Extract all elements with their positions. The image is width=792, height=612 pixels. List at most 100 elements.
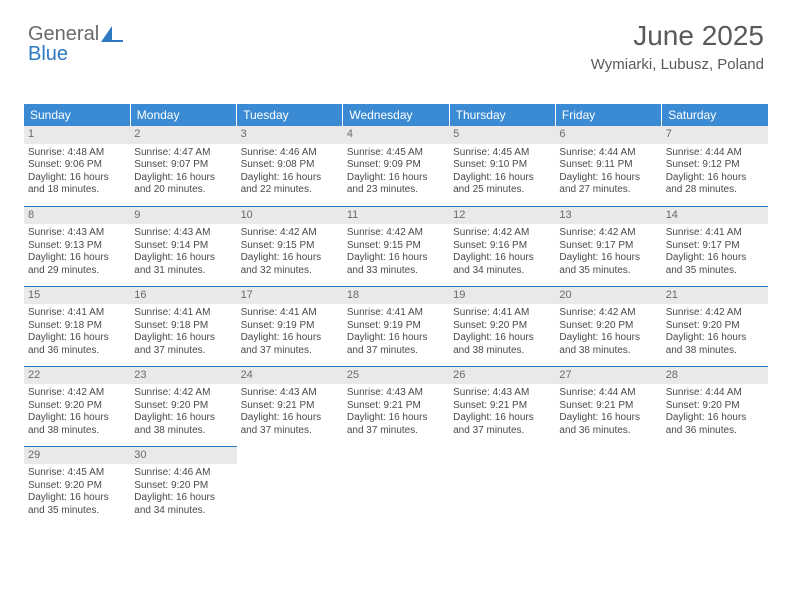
daylight-line: Daylight: 16 hours and 37 minutes. [241,332,339,357]
page-header: June 2025 Wymiarki, Lubusz, Poland [591,20,764,73]
day-number: 13 [555,207,661,225]
sunrise-line: Sunrise: 4:46 AM [134,467,232,480]
daylight-line: Daylight: 16 hours and 38 minutes. [28,412,126,437]
brand-logo: General Blue [28,24,123,64]
day-number: 15 [24,287,130,305]
logo-sail-icon [101,26,123,42]
sunrise-line: Sunrise: 4:47 AM [134,147,232,160]
day-number: 28 [662,367,768,385]
day-number: 30 [130,447,236,465]
daylight-line: Daylight: 16 hours and 37 minutes. [241,412,339,437]
sunset-line: Sunset: 9:12 PM [666,159,764,172]
day-cell: 24Sunrise: 4:43 AMSunset: 9:21 PMDayligh… [237,366,343,446]
day-cell: 27Sunrise: 4:44 AMSunset: 9:21 PMDayligh… [555,366,661,446]
day-cell: 17Sunrise: 4:41 AMSunset: 9:19 PMDayligh… [237,286,343,366]
daylight-line: Daylight: 16 hours and 35 minutes. [28,492,126,517]
sunset-line: Sunset: 9:13 PM [28,240,126,253]
day-cell: 7Sunrise: 4:44 AMSunset: 9:12 PMDaylight… [662,126,768,206]
daylight-line: Daylight: 16 hours and 37 minutes. [134,332,232,357]
day-details: Sunrise: 4:41 AMSunset: 9:20 PMDaylight:… [449,306,555,361]
day-cell: 10Sunrise: 4:42 AMSunset: 9:15 PMDayligh… [237,206,343,286]
day-cell: 6 Sunrise: 4:44 AMSunset: 9:11 PMDaylight… [555,126,661,206]
daylight-line: Daylight: 16 hours and 38 minutes. [453,332,551,357]
sunrise-line: Sunrise: 4:48 AM [28,147,126,160]
sunrise-line: Sunrise: 4:41 AM [28,307,126,320]
day-cell: 2Sunrise: 4:47 AMSunset: 9:07 PMDaylight… [130,126,236,206]
day-number: 29 [24,447,130,465]
sunset-line: Sunset: 9:17 PM [666,240,764,253]
day-number: 6 [555,126,661,144]
daylight-line: Daylight: 16 hours and 29 minutes. [28,252,126,277]
sunset-line: Sunset: 9:20 PM [666,400,764,413]
day-details: Sunrise: 4:43 AMSunset: 9:13 PMDaylight:… [24,226,130,281]
sunrise-line: Sunrise: 4:44 AM [666,147,764,160]
day-header: Monday [130,104,236,126]
daylight-line: Daylight: 16 hours and 31 minutes. [134,252,232,277]
sunrise-line: Sunrise: 4:42 AM [347,227,445,240]
daylight-line: Daylight: 16 hours and 28 minutes. [666,172,764,197]
day-cell [555,446,661,526]
day-details: Sunrise: 4:41 AMSunset: 9:19 PMDaylight:… [237,306,343,361]
daylight-line: Daylight: 16 hours and 20 minutes. [134,172,232,197]
day-number: 4 [343,126,449,144]
sunrise-line: Sunrise: 4:41 AM [241,307,339,320]
sunset-line: Sunset: 9:11 PM [559,159,657,172]
day-details: Sunrise: 4:42 AMSunset: 9:20 PMDaylight:… [130,386,236,441]
sunrise-line: Sunrise: 4:42 AM [559,307,657,320]
sunset-line: Sunset: 9:20 PM [134,480,232,493]
day-cell: 18Sunrise: 4:41 AMSunset: 9:19 PMDayligh… [343,286,449,366]
sunrise-line: Sunrise: 4:44 AM [559,387,657,400]
day-cell: 22Sunrise: 4:42 AMSunset: 9:20 PMDayligh… [24,366,130,446]
day-details: Sunrise: 4:46 AMSunset: 9:08 PMDaylight:… [237,146,343,201]
day-details: Sunrise: 4:43 AMSunset: 9:21 PMDaylight:… [237,386,343,441]
week-row: 8Sunrise: 4:43 AMSunset: 9:13 PMDaylight… [24,206,768,286]
daylight-line: Daylight: 16 hours and 18 minutes. [28,172,126,197]
day-number: 8 [24,207,130,225]
day-details: Sunrise: 4:41 AMSunset: 9:18 PMDaylight:… [24,306,130,361]
day-cell: 1 Sunrise: 4:48 AMSunset: 9:06 PMDaylight… [24,126,130,206]
daylight-line: Daylight: 16 hours and 38 minutes. [559,332,657,357]
sunrise-line: Sunrise: 4:42 AM [453,227,551,240]
day-details: Sunrise: 4:45 AMSunset: 9:20 PMDaylight:… [24,466,130,521]
sunrise-line: Sunrise: 4:43 AM [134,227,232,240]
daylight-line: Daylight: 16 hours and 34 minutes. [453,252,551,277]
day-number: 27 [555,367,661,385]
sunrise-line: Sunrise: 4:43 AM [241,387,339,400]
day-details: Sunrise: 4:44 AMSunset: 9:11 PMDaylight:… [555,146,661,201]
day-number: 1 [24,126,130,144]
daylight-line: Daylight: 16 hours and 25 minutes. [453,172,551,197]
day-header: Sunday [24,104,130,126]
day-details: Sunrise: 4:46 AMSunset: 9:20 PMDaylight:… [130,466,236,521]
sunset-line: Sunset: 9:15 PM [347,240,445,253]
day-details: Sunrise: 4:42 AMSunset: 9:20 PMDaylight:… [555,306,661,361]
sunset-line: Sunset: 9:20 PM [28,480,126,493]
daylight-line: Daylight: 16 hours and 23 minutes. [347,172,445,197]
day-details: Sunrise: 4:45 AMSunset: 9:10 PMDaylight:… [449,146,555,201]
logo-text-blue: Blue [28,43,68,65]
daylight-line: Daylight: 16 hours and 36 minutes. [28,332,126,357]
calendar-table: SundayMondayTuesdayWednesdayThursdayFrid… [24,104,768,526]
day-header: Wednesday [343,104,449,126]
day-cell [449,446,555,526]
day-cell: 26Sunrise: 4:43 AMSunset: 9:21 PMDayligh… [449,366,555,446]
day-cell [662,446,768,526]
day-details: Sunrise: 4:44 AMSunset: 9:12 PMDaylight:… [662,146,768,201]
day-cell: 13Sunrise: 4:42 AMSunset: 9:17 PMDayligh… [555,206,661,286]
day-details: Sunrise: 4:41 AMSunset: 9:18 PMDaylight:… [130,306,236,361]
daylight-line: Daylight: 16 hours and 38 minutes. [666,332,764,357]
daylight-line: Daylight: 16 hours and 27 minutes. [559,172,657,197]
day-cell: 5Sunrise: 4:45 AMSunset: 9:10 PMDaylight… [449,126,555,206]
sunrise-line: Sunrise: 4:45 AM [28,467,126,480]
sunset-line: Sunset: 9:19 PM [241,320,339,333]
sunrise-line: Sunrise: 4:42 AM [666,307,764,320]
day-number: 20 [555,287,661,305]
day-details: Sunrise: 4:48 AMSunset: 9:06 PMDaylight:… [24,146,130,201]
daylight-line: Daylight: 16 hours and 37 minutes. [347,332,445,357]
sunset-line: Sunset: 9:18 PM [134,320,232,333]
location-subtitle: Wymiarki, Lubusz, Poland [591,56,764,73]
sunset-line: Sunset: 9:15 PM [241,240,339,253]
day-details: Sunrise: 4:42 AMSunset: 9:20 PMDaylight:… [24,386,130,441]
day-details: Sunrise: 4:42 AMSunset: 9:15 PMDaylight:… [237,226,343,281]
day-cell: 29Sunrise: 4:45 AMSunset: 9:20 PMDayligh… [24,446,130,526]
sunrise-line: Sunrise: 4:42 AM [241,227,339,240]
